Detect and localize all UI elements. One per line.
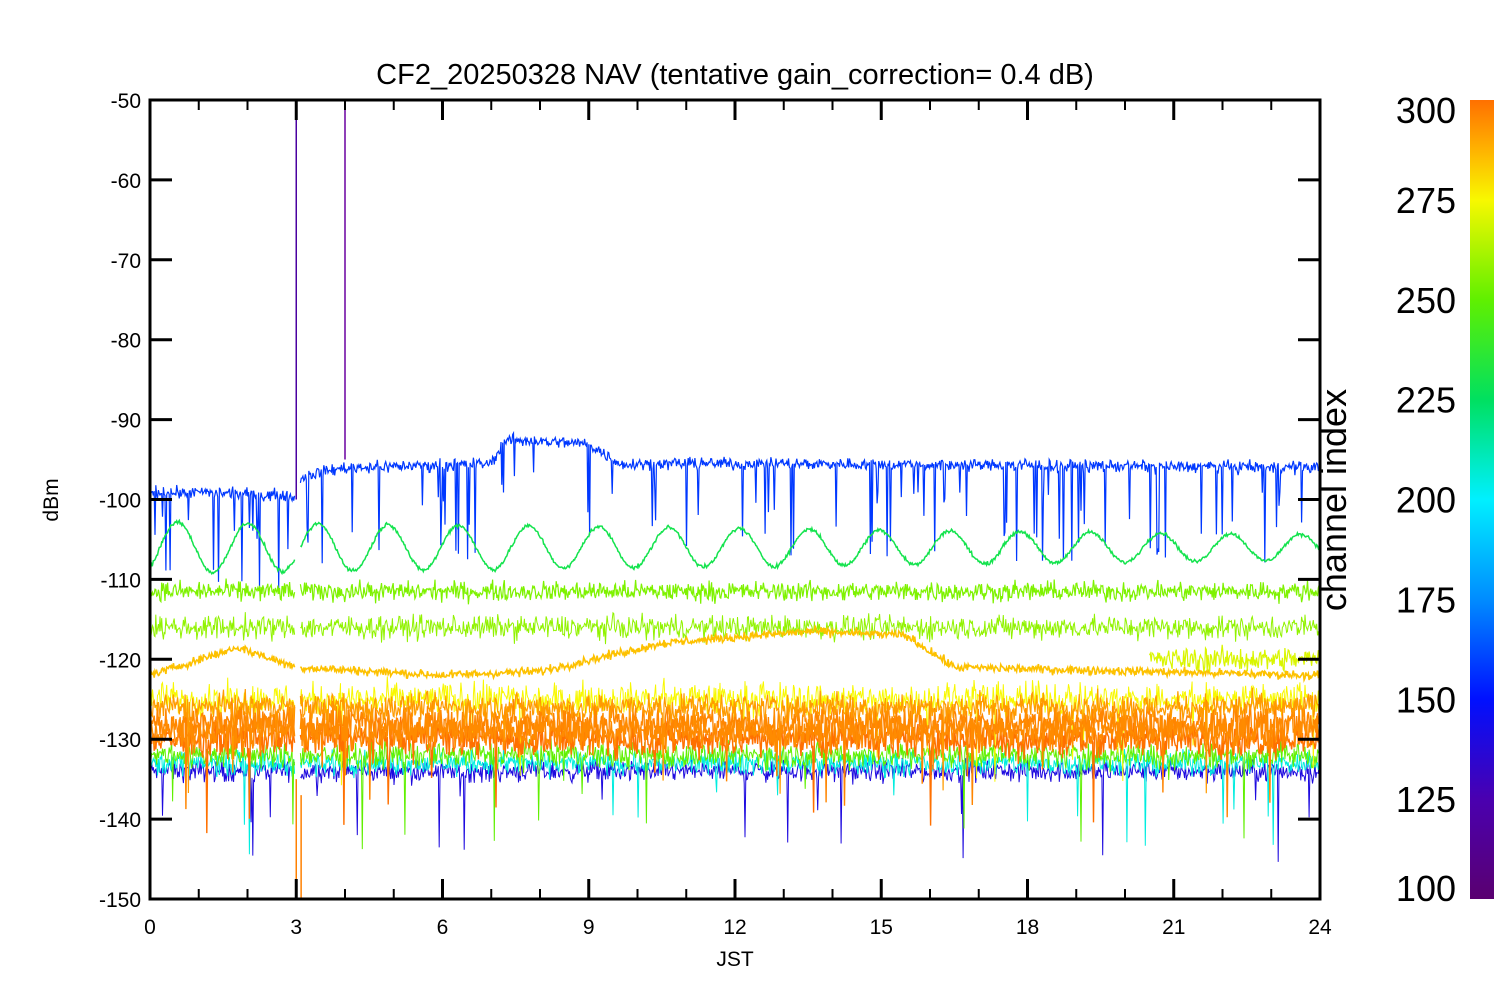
y-tick-label: -100 [99, 490, 141, 513]
plot-marks [150, 100, 1320, 899]
x-axis-label: JST [716, 948, 754, 971]
series-ch270 [1148, 644, 1320, 674]
noise-band-6 [150, 687, 1320, 794]
x-tick-label: 24 [1308, 916, 1332, 939]
series-ch295 [150, 706, 1320, 757]
y-tick-label: -50 [111, 90, 141, 113]
y-axis-label: dBm [40, 478, 63, 521]
series-ch158 [150, 430, 1320, 590]
colorbar [1470, 100, 1494, 899]
colorbar-tick-label: 275 [1396, 180, 1456, 221]
x-ticks: 0 3 6 9 12 15 18 21 24 [144, 100, 1332, 939]
y-tick-label: -140 [99, 809, 141, 832]
y-tick-label: -70 [111, 250, 141, 273]
series-ch255 [150, 578, 1320, 605]
colorbar-ticks: 300 275 250 225 200 175 150 125 100 [1396, 90, 1456, 909]
x-tick-label: 15 [870, 916, 893, 939]
colorbar-tick-label: 100 [1396, 868, 1456, 909]
noise-band-1 [150, 746, 1320, 855]
colorbar-tick-label: 300 [1396, 90, 1456, 131]
series-ch285 [150, 625, 1320, 683]
y-tick-label: -130 [99, 729, 141, 752]
y-tick-label: -120 [99, 649, 141, 672]
colorbar-label: channel index [1313, 389, 1354, 611]
colorbar-tick-label: 125 [1396, 779, 1456, 820]
y-tick-label: -80 [111, 330, 141, 353]
colorbar-tick-label: 250 [1396, 280, 1456, 321]
series-ch230 [150, 518, 1320, 576]
y-tick-label: -60 [111, 170, 141, 193]
series-ch258 [150, 611, 1320, 645]
y-tick-label: -150 [99, 889, 141, 912]
colorbar-tick-label: 150 [1396, 679, 1456, 720]
x-tick-label: 9 [583, 916, 595, 939]
x-tick-label: 18 [1016, 916, 1039, 939]
colorbar-tick-label: 225 [1396, 380, 1456, 421]
colorbar-tick-label: 175 [1396, 579, 1456, 620]
y-tick-label: -90 [111, 410, 141, 433]
chart-title: CF2_20250328 NAV (tentative gain_correct… [376, 59, 1094, 91]
x-tick-label: 21 [1162, 916, 1185, 939]
x-tick-label: 0 [144, 916, 156, 939]
x-tick-label: 12 [723, 916, 746, 939]
y-tick-label: -110 [101, 569, 141, 592]
y-ticks: -50 -60 -70 -80 -90 -100 -110 -120 -130 -140 -150 [99, 90, 1320, 912]
colorbar-tick-label: 200 [1396, 480, 1456, 521]
x-tick-label: 6 [437, 916, 449, 939]
x-tick-label: 3 [290, 916, 302, 939]
